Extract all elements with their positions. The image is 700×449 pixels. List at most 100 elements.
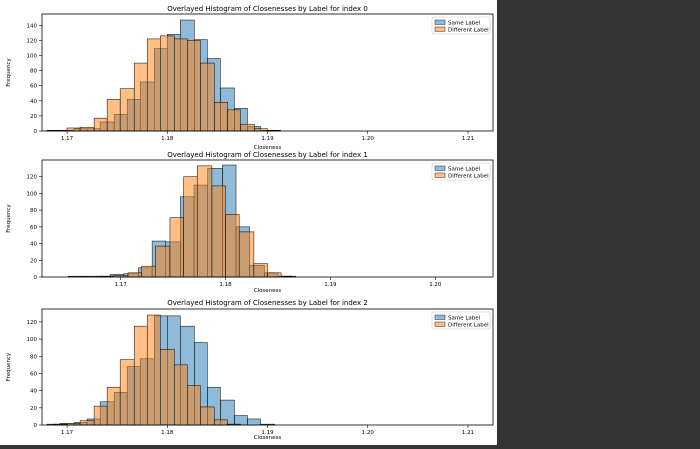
chart-title: Overlayed Histogram of Closenesses by La… bbox=[167, 5, 368, 13]
histogram-bar bbox=[93, 405, 108, 426]
histogram-bar bbox=[247, 418, 261, 426]
histogram-bar bbox=[169, 217, 184, 278]
figure: Overlayed Histogram of Closenesses by La… bbox=[0, 0, 497, 445]
legend-box bbox=[431, 16, 491, 35]
x-tick-label: 1.18 bbox=[219, 282, 232, 288]
legend-swatch bbox=[434, 172, 446, 178]
histogram-bar bbox=[200, 62, 215, 132]
legend-swatch bbox=[434, 26, 446, 32]
y-tick-label: 120 bbox=[27, 38, 38, 44]
histogram-bar bbox=[106, 99, 121, 132]
y-tick-label: 100 bbox=[27, 54, 38, 60]
histogram-bar bbox=[238, 231, 255, 278]
y-tick-label: 40 bbox=[30, 389, 37, 395]
y-tick-label: 60 bbox=[30, 84, 37, 90]
y-tick-label: 100 bbox=[27, 191, 38, 197]
histogram-bar bbox=[214, 419, 228, 426]
histogram-bar bbox=[211, 185, 226, 278]
x-tick-label: 1.17 bbox=[115, 282, 128, 288]
y-tick-label: 20 bbox=[30, 406, 37, 412]
histogram-bar bbox=[253, 263, 268, 278]
y-axis-label: Frequency bbox=[6, 352, 12, 381]
histogram-bar bbox=[119, 359, 135, 426]
y-axis-label: Frequency bbox=[6, 204, 12, 233]
histogram-bar bbox=[240, 123, 255, 132]
histogram-bar bbox=[183, 176, 198, 278]
chart-2: Overlayed Histogram of Closenesses by La… bbox=[6, 299, 494, 441]
legend-label: Different Label bbox=[448, 27, 489, 33]
histogram-bar bbox=[267, 272, 282, 278]
x-axis-label: Closeness bbox=[254, 435, 282, 441]
chart-title: Overlayed Histogram of Closenesses by La… bbox=[167, 151, 368, 159]
y-tick-label: 40 bbox=[30, 242, 37, 248]
chart-1: Overlayed Histogram of Closenesses by La… bbox=[6, 151, 494, 294]
y-tick-label: 0 bbox=[34, 423, 38, 429]
histogram-bar bbox=[146, 314, 161, 426]
x-tick-label: 1.21 bbox=[462, 136, 474, 142]
legend-swatch bbox=[434, 321, 446, 327]
histogram-bar bbox=[187, 40, 201, 132]
legend-box bbox=[431, 162, 491, 181]
histogram-bar bbox=[155, 245, 171, 278]
x-tick-label: 1.21 bbox=[462, 430, 474, 436]
histogram-bar bbox=[160, 35, 175, 132]
y-tick-label: 120 bbox=[27, 175, 38, 181]
x-tick-label: 1.19 bbox=[324, 282, 337, 288]
legend-swatch bbox=[434, 314, 446, 320]
chart-0: Overlayed Histogram of Closenesses by La… bbox=[6, 5, 494, 151]
x-tick-label: 1.20 bbox=[362, 136, 375, 142]
x-tick-label: 1.20 bbox=[429, 282, 442, 288]
y-tick-label: 80 bbox=[30, 69, 37, 75]
y-tick-label: 40 bbox=[30, 99, 37, 105]
y-tick-label: 20 bbox=[30, 258, 37, 264]
y-axis-label: Frequency bbox=[6, 58, 12, 87]
legend-label: Same Label bbox=[448, 20, 481, 26]
background-panel bbox=[497, 0, 700, 445]
histogram-bar bbox=[133, 62, 148, 132]
legend-label: Different Label bbox=[448, 173, 489, 179]
x-axis-label: Closeness bbox=[254, 145, 282, 151]
x-tick-label: 1.19 bbox=[261, 430, 274, 436]
histogram-bar bbox=[141, 265, 156, 278]
histogram-bar bbox=[174, 38, 188, 132]
histogram-bar bbox=[106, 386, 121, 426]
histogram-bar bbox=[146, 38, 161, 132]
y-tick-label: 80 bbox=[30, 354, 37, 360]
histogram-bar bbox=[79, 420, 95, 426]
x-tick-label: 1.18 bbox=[161, 430, 174, 436]
histogram-bar bbox=[227, 109, 241, 132]
y-tick-label: 20 bbox=[30, 114, 37, 120]
y-tick-label: 140 bbox=[27, 23, 38, 29]
y-tick-label: 0 bbox=[34, 275, 38, 281]
x-axis-label: Closeness bbox=[254, 288, 282, 294]
histogram-bar bbox=[200, 406, 215, 426]
chart-title: Overlayed Histogram of Closenesses by La… bbox=[167, 299, 368, 307]
legend-label: Different Label bbox=[448, 322, 489, 328]
histogram-bar bbox=[234, 415, 248, 426]
histogram-bar bbox=[66, 127, 81, 132]
y-tick-label: 60 bbox=[30, 371, 37, 377]
histogram-bar bbox=[196, 165, 213, 278]
histogram-figure: Overlayed Histogram of Closenesses by La… bbox=[6, 5, 494, 441]
histogram-bar bbox=[174, 364, 188, 426]
histogram-bar bbox=[225, 214, 240, 278]
histogram-bar bbox=[133, 325, 148, 426]
x-tick-label: 1.19 bbox=[261, 136, 274, 142]
histogram-bar bbox=[214, 102, 228, 132]
legend-label: Same Label bbox=[448, 315, 481, 321]
x-tick-label: 1.17 bbox=[61, 430, 74, 436]
histogram-bar bbox=[119, 88, 135, 132]
legend-swatch bbox=[434, 19, 446, 25]
x-tick-label: 1.20 bbox=[362, 430, 375, 436]
legend-swatch bbox=[434, 165, 446, 171]
histogram-bar bbox=[79, 126, 95, 132]
y-tick-label: 120 bbox=[27, 320, 38, 326]
y-tick-label: 60 bbox=[30, 225, 37, 231]
legend-box bbox=[431, 311, 491, 330]
axes-frame bbox=[41, 159, 494, 278]
legend-label: Same Label bbox=[448, 166, 481, 172]
histogram-bar bbox=[160, 349, 175, 426]
